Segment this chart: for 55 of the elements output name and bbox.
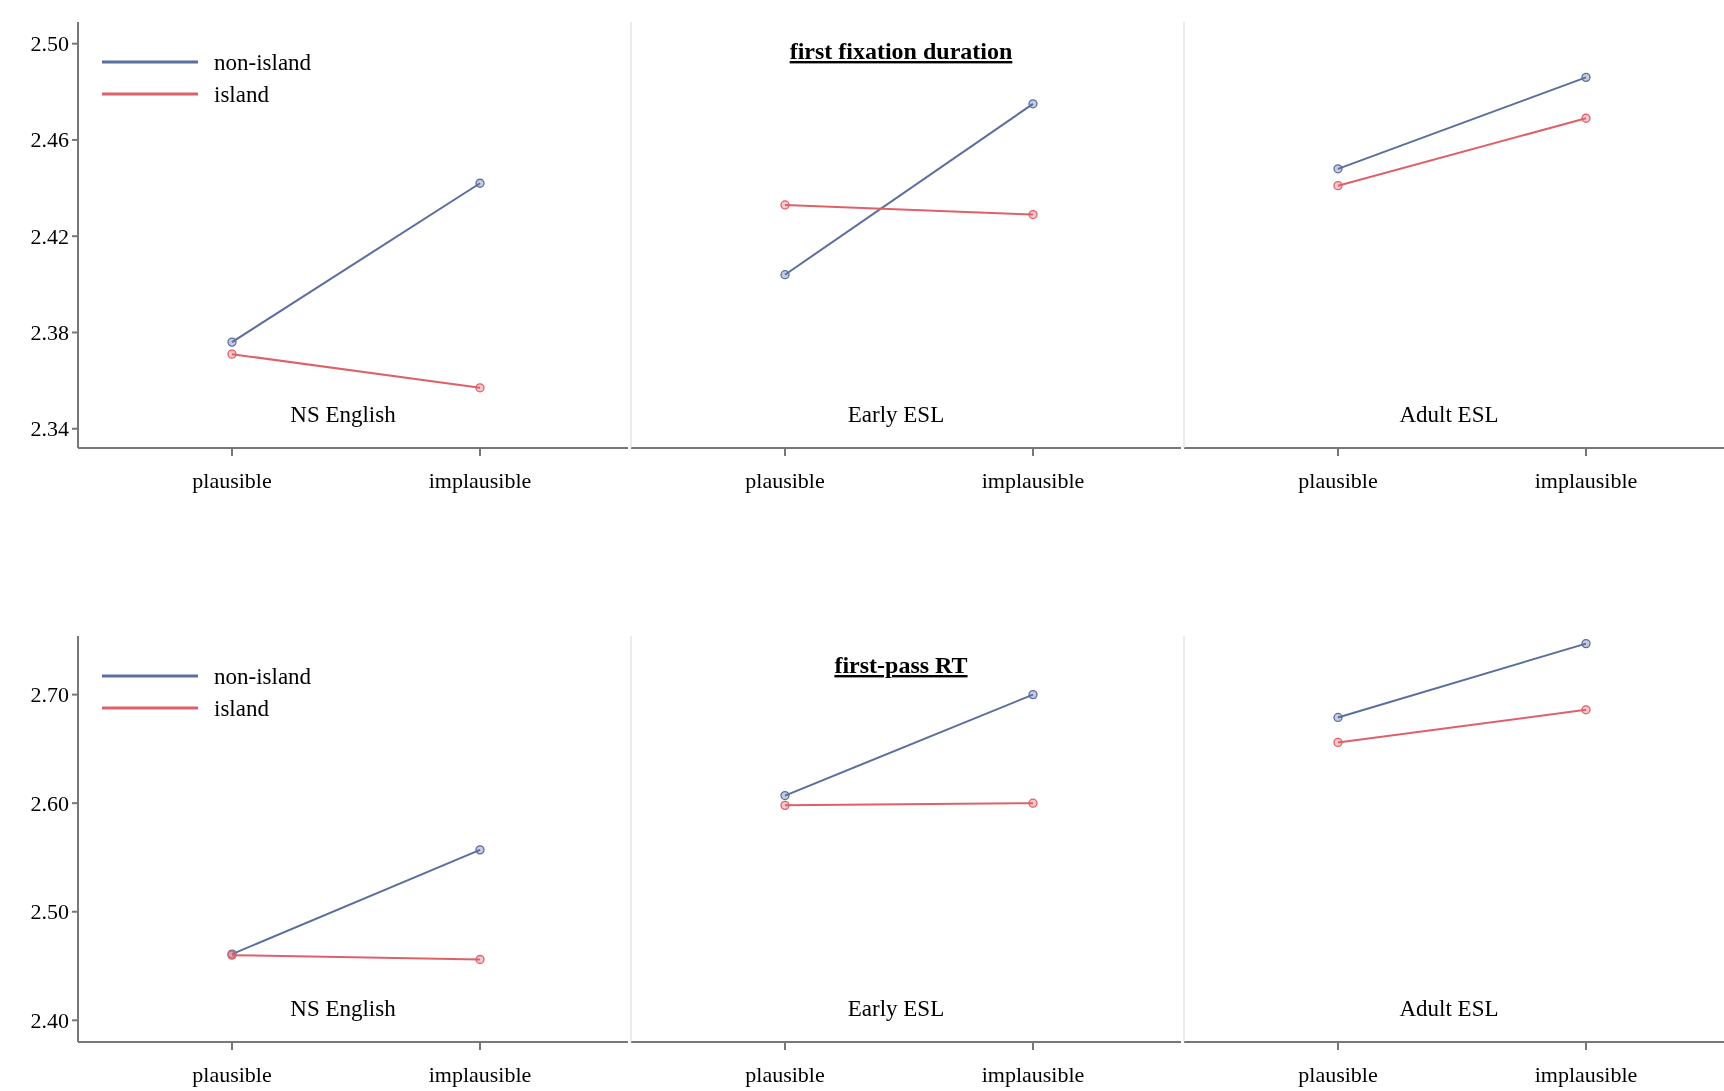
point [475,954,485,965]
annotation: Adult ESL [1399,996,1499,1021]
point [1581,638,1591,649]
point [780,200,790,210]
y-tick-label: 2.60 [30,790,69,816]
y-tick-label: 2.50 [30,899,69,925]
x-tick-label: plausible [192,468,272,493]
point [475,845,485,855]
x-tick-label: implausible [1534,1062,1638,1087]
annotation: Adult ESL [1399,402,1499,427]
x-tick-label: plausible [1298,468,1378,493]
point [1333,181,1343,191]
y-tick-label: 2.70 [30,682,69,708]
annotation: Early ESL [847,996,945,1021]
legend-label: island [214,696,270,722]
point [1028,99,1038,109]
y-tick-label: 2.40 [30,1007,69,1033]
point [1581,705,1591,715]
x-tick-label: implausible [1534,468,1638,493]
x-tick-label: implausible [981,468,1085,493]
point [1333,164,1343,174]
point [475,178,485,188]
point [780,270,790,280]
y-tick-label: 2.50 [30,31,69,57]
point [1028,209,1038,220]
point [475,383,485,393]
legend-label: non-island [214,50,312,76]
x-tick-label: implausible [981,1062,1085,1087]
annotation: NS English [290,996,397,1021]
legend-label: non-island [214,664,312,690]
point [227,337,237,347]
y-tick-label: 2.46 [30,127,69,153]
text: first-pass RT [834,652,968,678]
x-tick-label: plausible [192,1062,272,1087]
point [1333,712,1343,723]
point [780,790,790,801]
point [1333,737,1343,748]
x-tick-label: plausible [745,1062,825,1087]
y-tick-label: 2.34 [30,416,69,442]
x-tick-label: implausible [428,468,532,493]
point [780,800,790,810]
point [1028,689,1038,700]
point [227,349,237,359]
text: first fixation duration [789,38,1013,64]
legend-label: island [214,82,270,108]
point [1581,113,1591,123]
annotation: Early ESL [847,402,945,427]
point [1028,798,1038,808]
y-tick-label: 2.42 [30,223,69,249]
y-tick-label: 2.38 [30,319,69,345]
point [1581,72,1591,83]
x-tick-label: plausible [745,468,825,493]
annotation: NS English [290,402,397,427]
x-tick-label: implausible [428,1062,532,1087]
x-tick-label: plausible [1298,1062,1378,1087]
